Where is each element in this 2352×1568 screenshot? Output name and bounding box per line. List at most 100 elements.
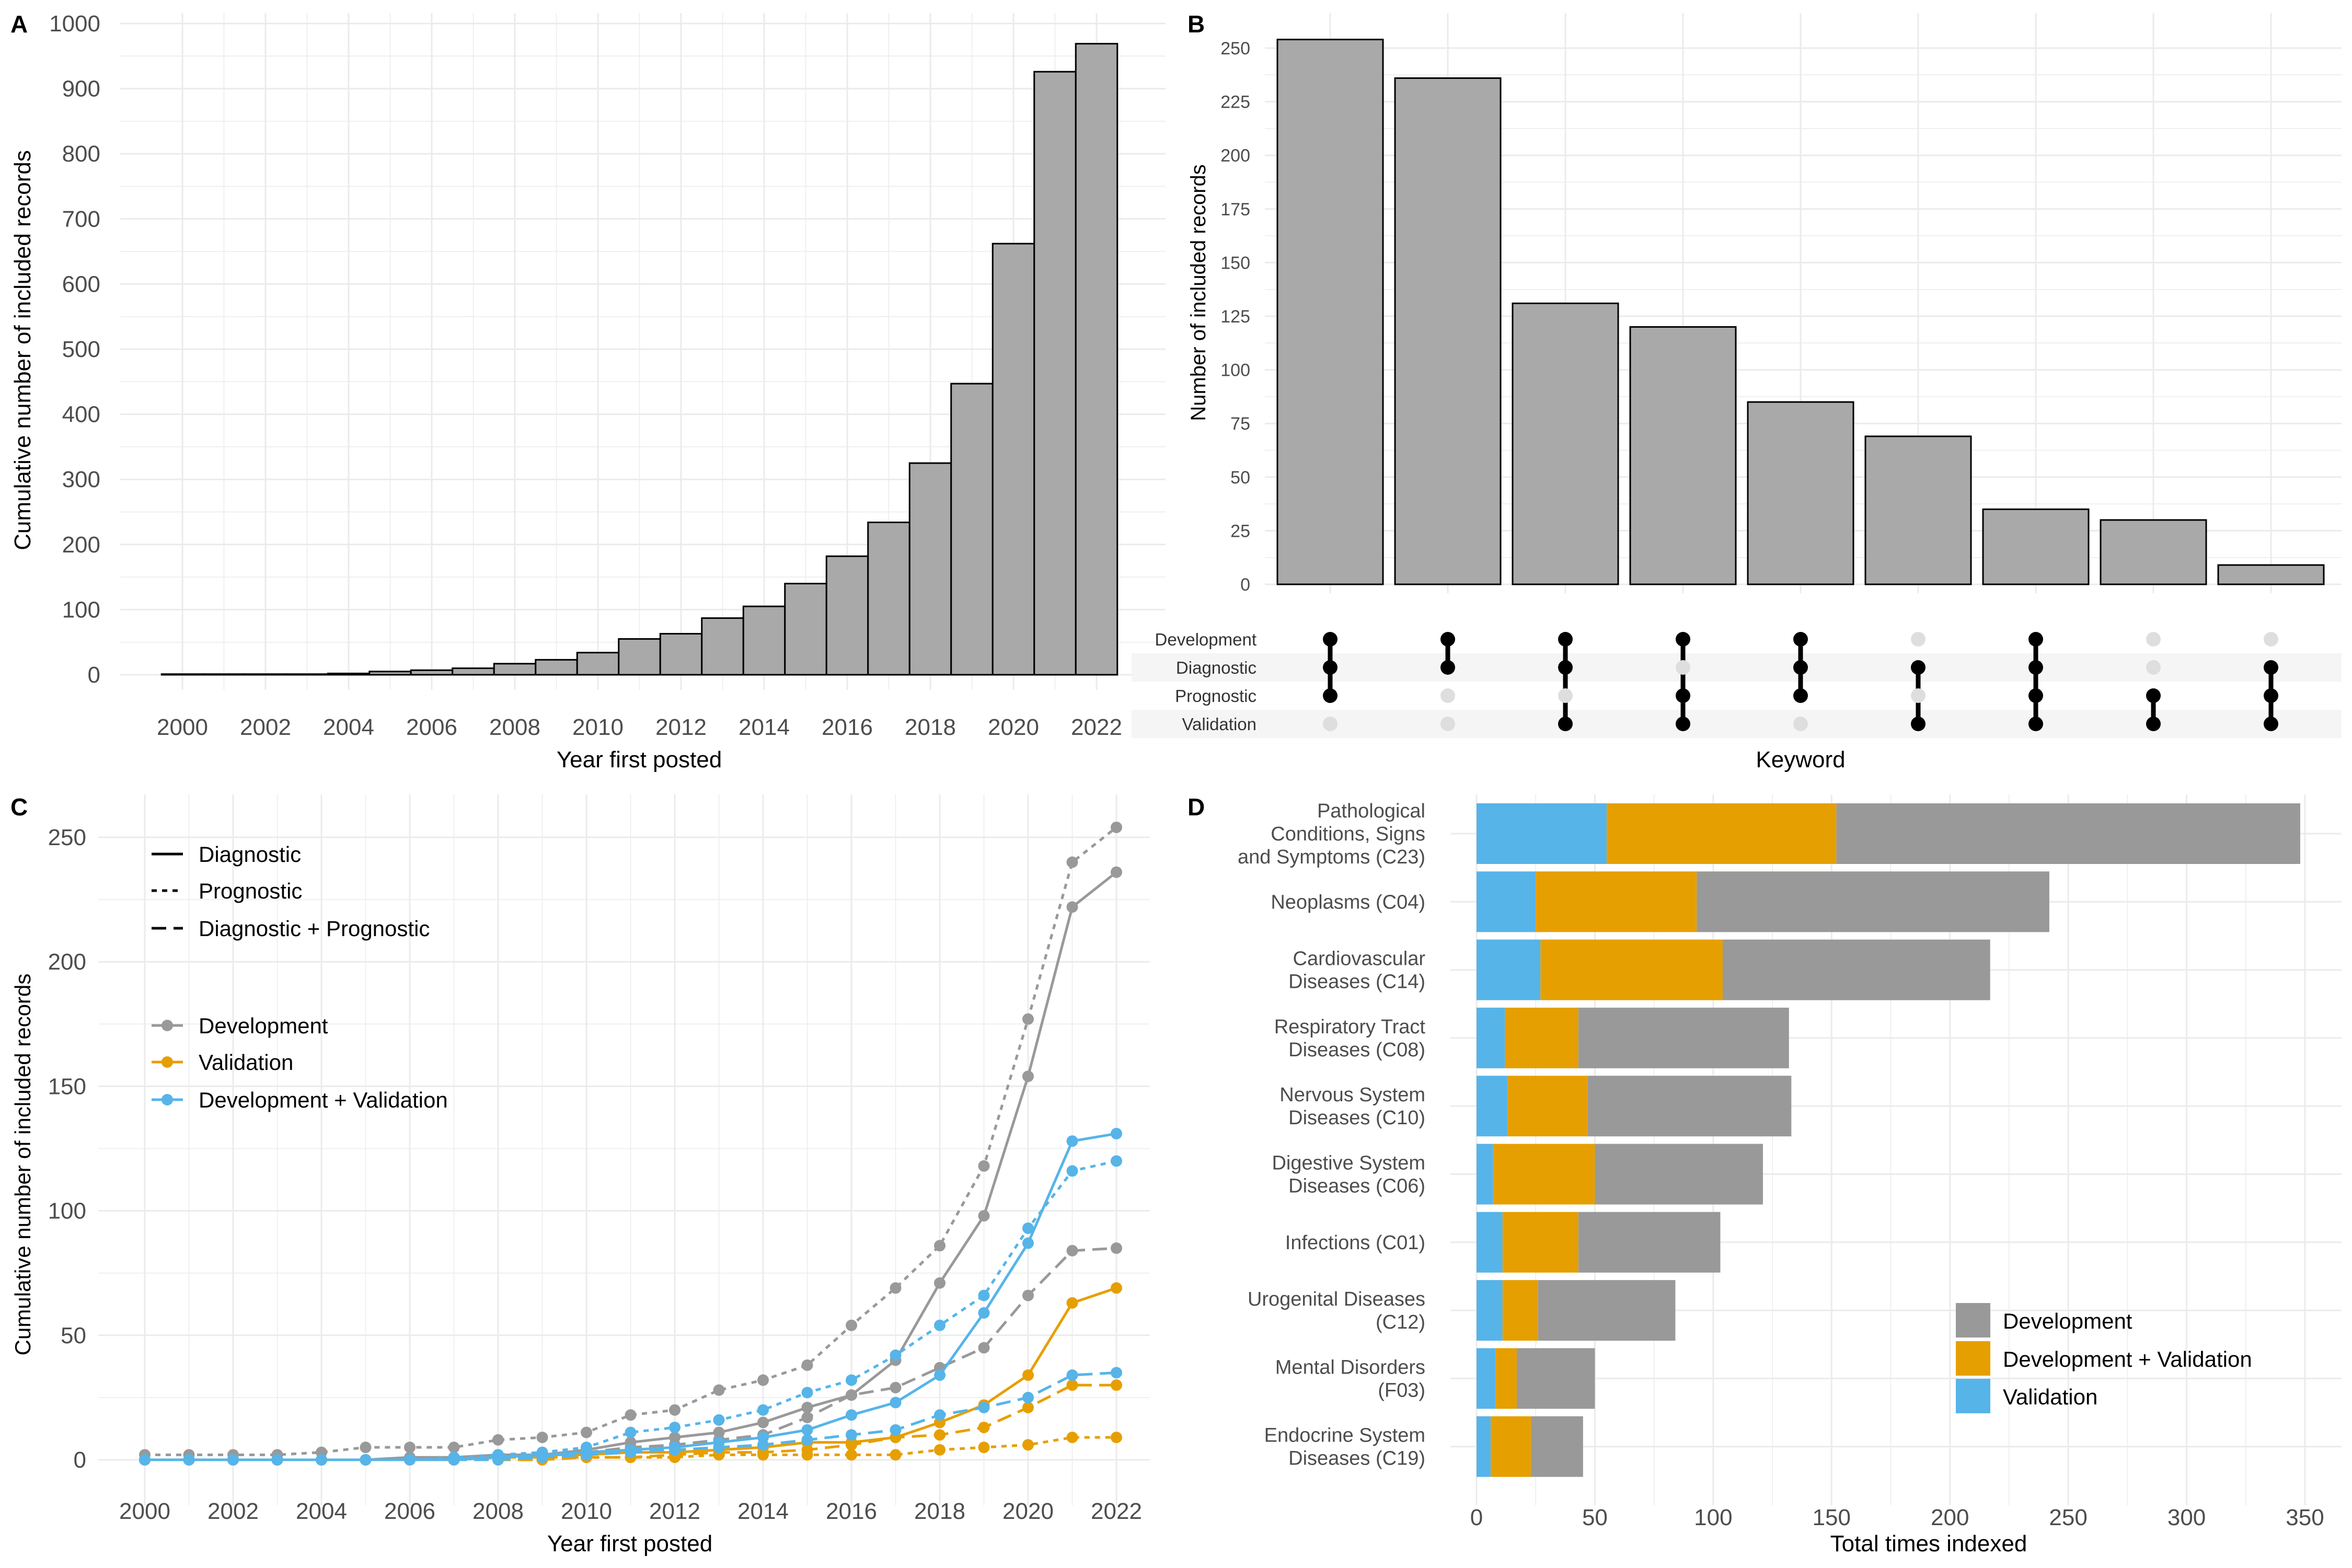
legend-label: Prognostic — [199, 879, 302, 903]
legend-label: Validation — [2003, 1385, 2097, 1409]
series-point — [1066, 1244, 1078, 1256]
bar-segment — [1477, 803, 1607, 864]
series-point — [492, 1434, 504, 1446]
series-point — [536, 1451, 548, 1463]
series-point — [713, 1442, 725, 1454]
matrix-dot-active — [2264, 688, 2278, 703]
x-tick-label: 2006 — [406, 714, 457, 740]
matrix-dot-active — [1323, 660, 1338, 675]
matrix-dot-active — [2146, 688, 2161, 703]
series-point — [757, 1404, 769, 1416]
x-tick-label: 2012 — [655, 714, 707, 740]
series-point — [448, 1442, 460, 1454]
matrix-dot-inactive — [1911, 632, 1926, 647]
series-point — [978, 1422, 990, 1434]
series-point — [890, 1381, 902, 1393]
set-label: Validation — [1182, 714, 1257, 734]
x-tick-label: 2022 — [1071, 714, 1122, 740]
panel-c-legend: Diagnostic Prognostic Diagnostic + Prognos… — [152, 842, 448, 1112]
series-point — [1066, 1369, 1078, 1381]
matrix-dot-inactive — [1323, 717, 1338, 731]
series-point — [1066, 1379, 1078, 1391]
matrix-dot-active — [1323, 688, 1338, 703]
x-tick-label: 2008 — [489, 714, 540, 740]
series-point — [139, 1454, 151, 1466]
series-point — [1111, 1127, 1122, 1139]
legend-label: Development — [199, 1013, 328, 1038]
bar-segment — [1531, 1416, 1583, 1477]
matrix-dot-active — [1793, 632, 1808, 647]
series-point — [1022, 1391, 1034, 1403]
x-tick-label: 2020 — [1002, 1498, 1054, 1524]
bar — [867, 521, 910, 676]
bar-segment — [1477, 1144, 1493, 1205]
series-point — [978, 1160, 990, 1172]
bar — [535, 659, 578, 676]
y-tick-label: 500 — [62, 337, 100, 362]
series-point — [713, 1414, 725, 1426]
panel-a-ticks: 0 100 200 300 400 500 600 700 800 900 1000 2000 2002… — [49, 11, 1122, 740]
series-point — [713, 1384, 725, 1396]
series-point — [890, 1424, 902, 1436]
series-point — [801, 1444, 813, 1456]
panel-c-ticks: 0 50 100 150 200 250 2000 2002 2004 2006 2008 2010 2… — [48, 825, 1142, 1524]
panel-d-bars — [1477, 803, 2300, 1477]
legend-label: Development — [2003, 1309, 2132, 1333]
legend-label: Validation — [199, 1050, 293, 1075]
legend-label: Diagnostic — [199, 842, 301, 867]
set-label: Prognostic — [1175, 686, 1256, 706]
panel-c-xlabel: Year first posted — [547, 1531, 712, 1557]
y-tick-label: Neoplasms (C04) — [1271, 891, 1425, 913]
y-tick-label: Urogenital Diseases — [1248, 1288, 1425, 1310]
series-point — [669, 1404, 681, 1416]
series-point — [1111, 1432, 1122, 1444]
x-tick-label: 2012 — [649, 1498, 700, 1524]
series-point — [757, 1416, 769, 1428]
bar — [1512, 302, 1619, 585]
y-tick-label: 1000 — [49, 11, 100, 37]
series-point — [1066, 901, 1078, 913]
y-tick-label: Cardiovascular — [1293, 948, 1426, 970]
bar — [2100, 519, 2207, 585]
x-tick-label: 50 — [1582, 1505, 1608, 1530]
bar-segment — [1505, 1007, 1578, 1068]
bar — [1394, 77, 1502, 585]
series-point — [1066, 1165, 1078, 1177]
series-point — [846, 1449, 857, 1461]
y-tick-label: (F03) — [1378, 1379, 1425, 1401]
panel-b-xlabel: Keyword — [1756, 747, 1845, 773]
series-point — [1111, 1367, 1122, 1379]
series-point — [801, 1412, 813, 1424]
series-point — [625, 1409, 637, 1421]
y-tick-label: 100 — [1220, 361, 1250, 381]
panel-b-ylabel: Number of included records — [1187, 164, 1210, 421]
bar — [784, 583, 827, 676]
series-point — [404, 1454, 416, 1466]
y-tick-label: 200 — [48, 949, 86, 975]
series-point — [978, 1307, 990, 1319]
bar — [202, 673, 246, 676]
matrix-dot-active — [2028, 660, 2043, 675]
series-point — [846, 1389, 857, 1401]
y-tick-label: Digestive System — [1272, 1152, 1425, 1174]
matrix-dot-inactive — [1440, 688, 1455, 703]
x-tick-label: 2002 — [240, 714, 291, 740]
x-tick-label: 2002 — [207, 1498, 259, 1524]
series-point — [890, 1449, 902, 1461]
x-tick-label: 2000 — [157, 714, 208, 740]
series-point — [669, 1444, 681, 1456]
bar — [659, 633, 703, 676]
series-point — [801, 1359, 813, 1371]
matrix-dot-inactive — [1676, 660, 1690, 675]
x-tick-label: 2000 — [119, 1498, 170, 1524]
series-point — [846, 1374, 857, 1386]
bar-segment — [1578, 1212, 1721, 1273]
bar — [1982, 508, 2090, 585]
series-point — [1111, 821, 1122, 833]
series-point — [492, 1454, 504, 1466]
legend-label: Development + Validation — [2003, 1347, 2252, 1371]
panel-b-ticks: 0 25 50 75 100 125 150 175 200 225 250 — [1220, 39, 1250, 595]
y-tick-label: Diseases (C06) — [1288, 1175, 1425, 1197]
bar — [368, 671, 412, 676]
